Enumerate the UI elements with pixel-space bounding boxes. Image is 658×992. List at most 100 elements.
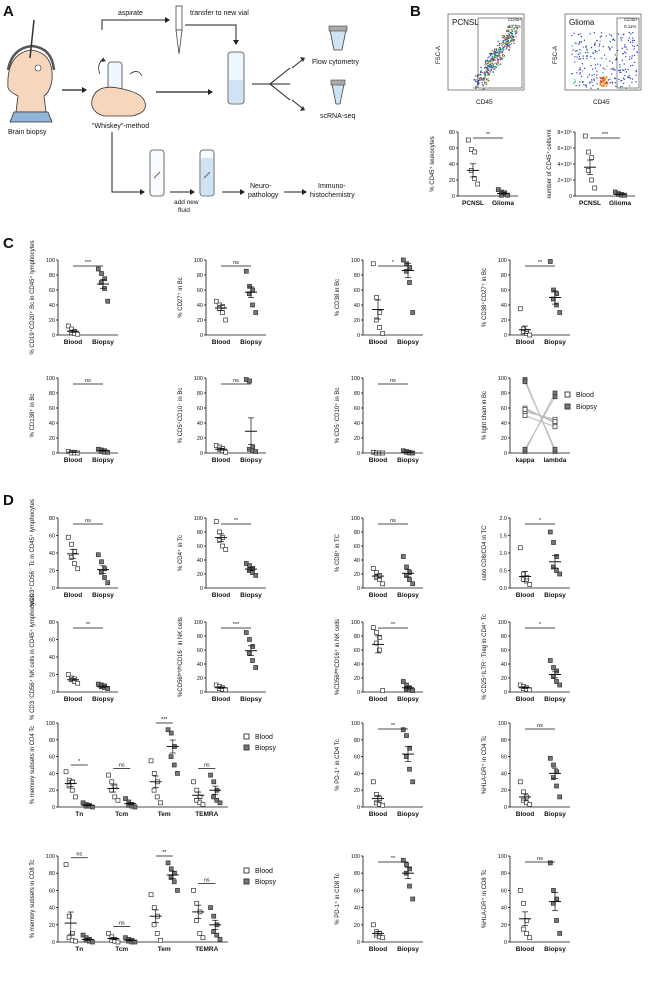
facs-event <box>591 81 593 83</box>
facs-event <box>593 32 595 34</box>
y-tick-label: 40 <box>49 771 55 777</box>
data-point <box>400 554 406 559</box>
facs-event <box>612 39 614 41</box>
facs-event <box>502 57 504 59</box>
facs-event <box>619 37 622 39</box>
facs-event <box>502 54 504 56</box>
y-tick-label: 100 <box>46 854 55 860</box>
data-point <box>66 935 72 941</box>
facs-event <box>586 48 588 50</box>
facs-event <box>623 78 625 80</box>
facs-event <box>632 64 634 66</box>
facs-left-title: PCNSL <box>452 18 479 27</box>
data-point <box>527 332 533 338</box>
facs-event <box>493 57 495 59</box>
data-point <box>400 679 406 684</box>
data-point <box>223 449 229 455</box>
y-tick-label: 0 <box>52 451 55 457</box>
data-point <box>253 310 259 315</box>
y-tick-label: 80 <box>197 530 203 536</box>
facs-event <box>609 48 611 50</box>
facs-event <box>505 35 507 37</box>
facs-event <box>611 46 613 48</box>
facs-event <box>495 66 497 68</box>
facs-event <box>604 85 606 87</box>
data-point <box>154 931 160 936</box>
facs-event <box>628 77 630 79</box>
facs-event <box>611 81 613 83</box>
y-tick-label: 0.5 <box>499 569 507 575</box>
significance-label: ns <box>537 723 543 729</box>
facs-event <box>507 40 509 42</box>
facs-event <box>484 76 486 79</box>
facs-event <box>493 66 496 68</box>
facs-event <box>485 71 487 73</box>
legend-c-biopsy: Biopsy <box>576 404 598 411</box>
facs-event <box>571 73 573 75</box>
legend-d1-biopsy: Biopsy <box>255 745 277 752</box>
y-tick-label: 80 <box>354 391 360 397</box>
facs-event <box>483 72 485 74</box>
y-tick-label: 100 <box>351 376 360 382</box>
facs-event <box>605 82 607 84</box>
y-tick-label: 0 <box>504 690 507 696</box>
significance-label: ns <box>390 378 396 384</box>
facs-event <box>579 72 581 74</box>
data-point <box>80 932 86 938</box>
facs-event <box>507 29 509 31</box>
facs-event <box>605 83 607 85</box>
y-tick-label: 100 <box>351 620 360 626</box>
facs-event <box>583 39 585 41</box>
data-point <box>214 932 220 938</box>
chart-d4: 0.0 0.5 1.0 1.5 2.0 ratio CD8/CD4 in TC Blood B… <box>482 516 570 599</box>
y-tick-label: 60 <box>354 288 360 294</box>
data-point <box>171 879 177 885</box>
y-axis-label: % CD38⁺CD27⁺ in Bc <box>481 268 488 327</box>
x-category-label: TEMRA <box>195 946 218 953</box>
facs-event <box>512 31 514 33</box>
facs-event <box>501 51 503 53</box>
facs-event <box>512 24 514 26</box>
facs-event <box>575 85 577 87</box>
facs-event <box>615 85 617 87</box>
facs-event <box>629 58 631 61</box>
data-point <box>551 888 556 893</box>
y-tick-label: 1.5 <box>499 534 507 540</box>
facs-event <box>605 35 607 37</box>
data-point <box>168 730 174 736</box>
chart-c3: 0 20 40 60 80 100 % CD38 in Bc Blood Biopsy * <box>335 257 423 346</box>
facs-event <box>505 44 507 46</box>
data-point <box>522 413 528 418</box>
y-tick-label: 80 <box>501 634 507 640</box>
data-point <box>380 802 386 808</box>
y-tick-label: 40 <box>354 558 360 564</box>
x-category-label: Biopsy <box>544 696 566 703</box>
y-axis-label: % CD4⁺ in Tc <box>177 535 184 571</box>
facs-event <box>485 59 487 61</box>
facs-event <box>492 63 494 65</box>
chart-d8: 0 20 40 60 80 100 % CD25⁺IL7R⁻ Treg in CD4⁺ Tc… <box>481 614 570 703</box>
facs-event <box>628 32 630 34</box>
facs-event <box>574 61 576 63</box>
facs-event <box>611 62 613 64</box>
facs-event <box>574 80 576 83</box>
facs-left-ylabel: FSC-A <box>436 46 442 64</box>
facs-event <box>635 74 637 76</box>
facs-event <box>507 39 509 41</box>
x-category-label: Biopsy <box>544 946 566 953</box>
significance-label: ** <box>162 850 167 856</box>
facs-event <box>481 79 483 81</box>
facs-right-ylabel: FSC-A <box>553 46 559 64</box>
panel-label-b: B <box>410 3 421 20</box>
facs-event <box>579 49 581 51</box>
significance-label: ns <box>85 378 91 384</box>
facs-event <box>609 33 611 36</box>
data-point <box>214 797 220 803</box>
facs-event <box>484 64 486 66</box>
facs-right-pct: 0.11% <box>624 24 636 29</box>
facs-event <box>590 46 593 49</box>
facs-event <box>581 70 584 72</box>
data-point <box>522 407 528 412</box>
data-point <box>517 779 523 785</box>
